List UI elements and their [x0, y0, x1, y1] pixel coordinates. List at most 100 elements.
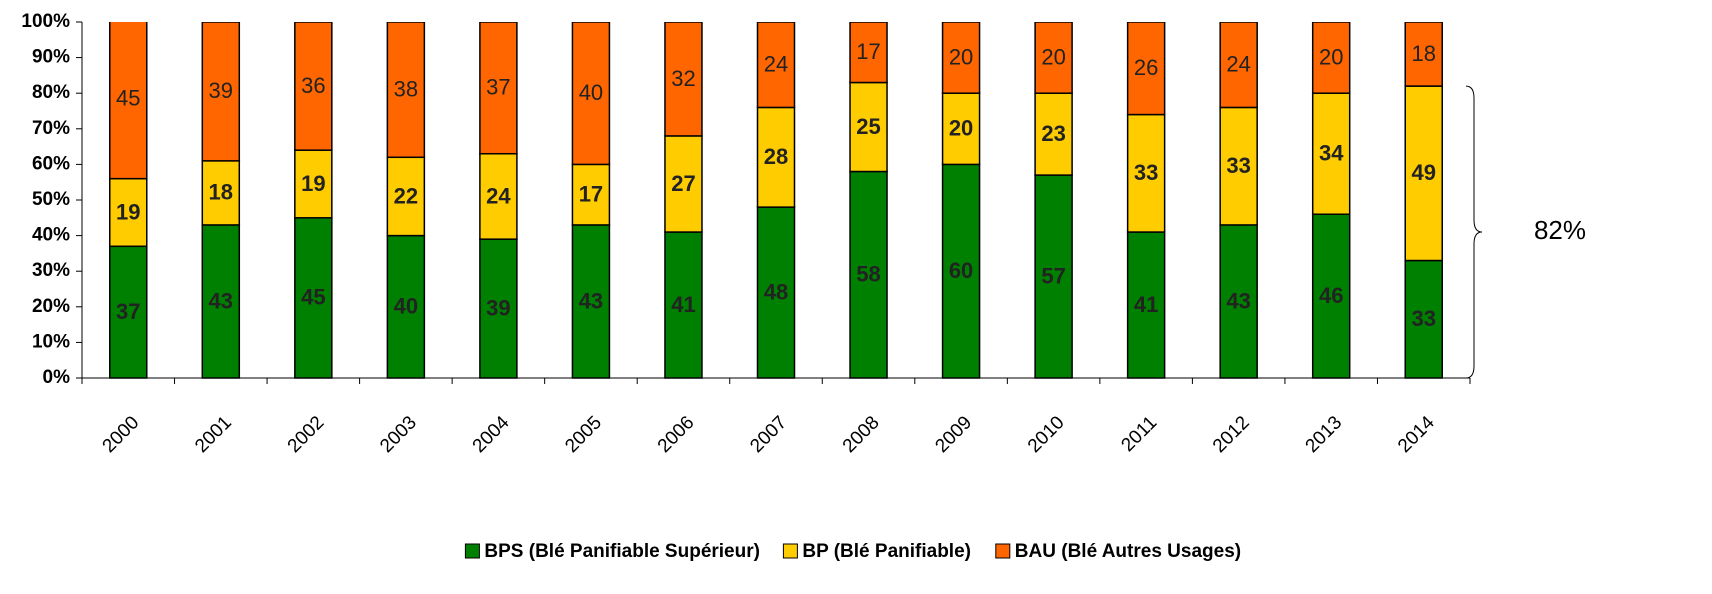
bar-segment — [756, 106, 796, 208]
data-label: 24 — [486, 183, 511, 208]
data-label: 33 — [1226, 153, 1250, 178]
bar-segment — [109, 245, 148, 379]
x-tick-label: 2007 — [746, 412, 791, 457]
data-label: 39 — [486, 295, 510, 320]
y-tick-label: 0% — [43, 367, 71, 388]
bar-segment — [201, 224, 241, 379]
bar-segment — [941, 163, 981, 379]
bar-segment — [201, 160, 241, 226]
bar-segment — [1404, 259, 1443, 379]
x-tick-label: 2011 — [1117, 412, 1161, 456]
bar-segment — [1034, 174, 1073, 379]
bar-segment — [109, 177, 148, 248]
bar-segment — [756, 206, 796, 379]
y-tick-label: 60% — [32, 153, 70, 174]
data-label: 43 — [209, 288, 233, 313]
x-tick-label: 2000 — [99, 412, 144, 457]
x-tick-label: 2006 — [654, 412, 699, 457]
legend: BPS (Blé Panifiable Supérieur) BP (Blé Pa… — [464, 541, 1241, 562]
data-label: 24 — [764, 52, 788, 77]
data-label: 18 — [209, 180, 233, 205]
data-label: 27 — [671, 171, 695, 196]
data-label: 40 — [394, 294, 418, 319]
bar-segment — [294, 217, 333, 379]
data-label: 19 — [301, 171, 325, 196]
bar-segment — [479, 152, 518, 240]
data-label: 25 — [856, 114, 880, 139]
y-tick-label: 30% — [32, 260, 70, 281]
bar-segment — [1219, 224, 1258, 379]
bar-segment — [1219, 106, 1258, 226]
brace — [1465, 85, 1483, 379]
data-label: 22 — [394, 183, 418, 208]
y-tick-label: 10% — [32, 331, 70, 352]
bar-segment — [109, 22, 148, 180]
x-tick-label: 2009 — [931, 412, 976, 457]
data-label: 40 — [579, 80, 603, 105]
data-label: 20 — [1041, 44, 1065, 69]
bar-segment — [664, 22, 703, 137]
legend-label: BP (Blé Panifiable) — [802, 541, 971, 562]
bar-segment — [1311, 92, 1351, 215]
y-tick-label: 50% — [32, 189, 70, 210]
bar-segment — [1126, 231, 1166, 379]
bar-segment — [201, 22, 241, 162]
data-label: 43 — [579, 288, 603, 313]
data-label: 43 — [1226, 288, 1250, 313]
x-tick-label: 2012 — [1209, 412, 1254, 457]
legend-swatch — [782, 543, 798, 559]
bar-segment — [386, 22, 426, 159]
legend-swatch — [464, 543, 480, 559]
legend-label: BAU (Blé Autres Usages) — [1015, 541, 1241, 562]
x-tick-label: 2005 — [561, 412, 606, 457]
data-label: 48 — [764, 279, 788, 304]
data-label: 20 — [949, 44, 973, 69]
x-tick-label: 2008 — [839, 412, 884, 457]
legend-swatch — [995, 543, 1011, 559]
bar-segment — [849, 22, 888, 84]
annotation: 82% — [1534, 215, 1586, 245]
bar-segment — [294, 22, 333, 151]
legend-label: BPS (Blé Panifiable Supérieur) — [484, 541, 760, 562]
y-tick-label: 20% — [32, 296, 70, 317]
bars — [109, 22, 1443, 379]
bar-segment — [941, 92, 981, 166]
x-tick-label: 2010 — [1024, 412, 1069, 457]
data-label: 38 — [394, 76, 418, 101]
y-tick-label: 100% — [21, 11, 70, 32]
data-label: 46 — [1319, 283, 1343, 308]
bar-segment — [1404, 22, 1443, 87]
data-label: 58 — [856, 262, 880, 287]
data-label: 37 — [486, 75, 510, 100]
x-tick-label: 2013 — [1302, 412, 1347, 457]
x-tick-label: 2014 — [1394, 412, 1439, 457]
bar-segment — [1034, 92, 1073, 176]
bar-segment — [386, 156, 426, 237]
bar-segment — [941, 22, 981, 94]
data-label: 41 — [1134, 292, 1158, 317]
y-tick-label: 90% — [32, 47, 70, 68]
data-label: 32 — [671, 66, 695, 91]
data-label: 45 — [116, 85, 140, 110]
data-label: 26 — [1134, 55, 1158, 80]
data-label: 18 — [1411, 41, 1435, 66]
y-tick-label: 80% — [32, 82, 70, 103]
data-label: 19 — [116, 199, 140, 224]
data-label: 39 — [209, 78, 233, 103]
data-label: 17 — [579, 181, 603, 206]
data-label: 28 — [764, 144, 788, 169]
bar-segment — [294, 149, 333, 219]
data-label: 34 — [1319, 141, 1344, 166]
data-label: 17 — [856, 39, 880, 64]
x-tick-label: 2001 — [191, 412, 236, 457]
data-label: 49 — [1411, 160, 1435, 185]
data-label: 60 — [949, 258, 973, 283]
bar-segment — [664, 135, 703, 233]
data-label: 45 — [301, 285, 325, 310]
bar-segment — [756, 22, 796, 109]
bar-segment — [386, 234, 426, 379]
bar-segment — [1404, 85, 1443, 262]
data-label: 33 — [1411, 306, 1435, 331]
data-label: 20 — [949, 116, 973, 141]
